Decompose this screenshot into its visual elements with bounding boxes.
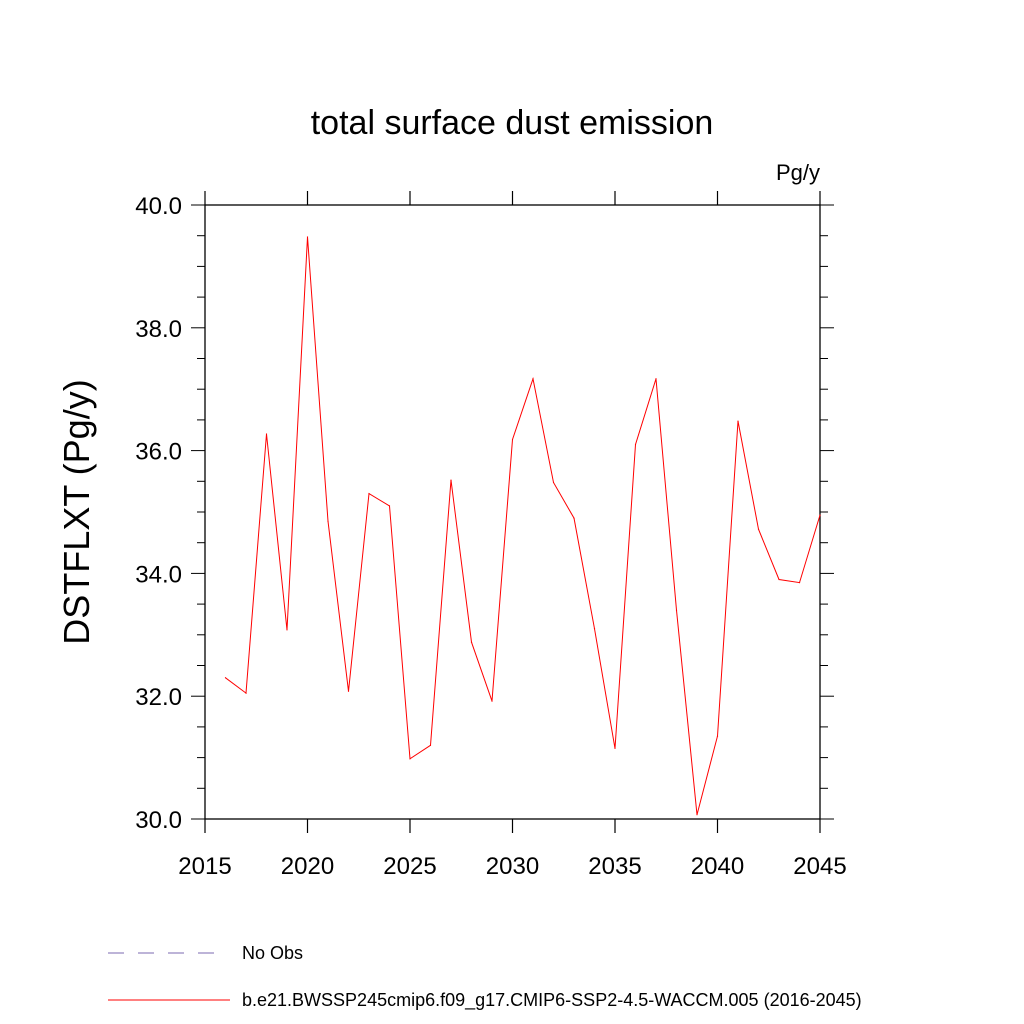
data-point	[696, 814, 698, 816]
data-point	[429, 744, 432, 746]
data-point	[593, 628, 596, 630]
data-point	[675, 609, 678, 611]
data-point	[511, 438, 514, 441]
data-point	[388, 505, 391, 507]
data-point	[737, 420, 739, 422]
x-tick-label: 2040	[691, 853, 744, 880]
data-point	[634, 443, 637, 446]
x-tick-label: 2035	[588, 853, 641, 880]
x-tick-labels: 2015 2020 2025 2030 2035 2040 2045	[178, 853, 846, 880]
data-point	[470, 641, 473, 643]
y-tick-label: 36.0	[135, 439, 182, 466]
y-tick-label: 40.0	[135, 193, 182, 220]
data-point	[306, 236, 309, 238]
data-point	[368, 492, 370, 495]
chart-title: total surface dust emission	[311, 104, 714, 142]
data-point	[614, 747, 616, 749]
data-point	[757, 528, 760, 530]
data-point	[778, 578, 780, 581]
data-point	[450, 479, 452, 481]
x-tick-label: 2045	[793, 853, 846, 880]
x-tick-label: 2020	[281, 853, 334, 880]
data-point	[552, 481, 555, 484]
data-point	[573, 517, 575, 519]
data-point	[819, 514, 821, 516]
data-point	[798, 582, 801, 584]
data-point	[716, 735, 719, 737]
y-axis-label: DSTFLXT (Pg/y)	[56, 379, 97, 644]
x-tick-label: 2030	[486, 853, 539, 880]
series-layer	[224, 236, 821, 816]
axis-ticks	[191, 191, 834, 833]
y-tick-label: 30.0	[135, 807, 182, 834]
data-point	[347, 690, 350, 692]
plot-frame	[204, 204, 821, 820]
data-point	[655, 378, 657, 380]
y-tick-label: 32.0	[135, 684, 182, 711]
series-line	[225, 236, 821, 815]
legend-label-model: b.e21.BWSSP245cmip6.f09_g17.CMIP6-SSP2-4…	[242, 990, 862, 1011]
data-point	[409, 758, 411, 760]
data-point	[224, 677, 227, 679]
data-point	[245, 692, 247, 694]
data-point	[286, 629, 288, 631]
y-tick-label: 34.0	[135, 561, 182, 588]
legend-label-no-obs: No Obs	[242, 943, 303, 963]
y-tick-label: 38.0	[135, 316, 182, 343]
x-tick-label: 2015	[178, 853, 231, 880]
data-point	[327, 520, 329, 522]
data-point	[491, 700, 493, 702]
data-point	[532, 378, 534, 380]
units-label: Pg/y	[776, 160, 820, 185]
y-tick-labels: 30.0 32.0 34.0 36.0 38.0 40.0	[135, 193, 182, 834]
data-point	[265, 433, 268, 435]
x-tick-label: 2025	[383, 853, 436, 880]
